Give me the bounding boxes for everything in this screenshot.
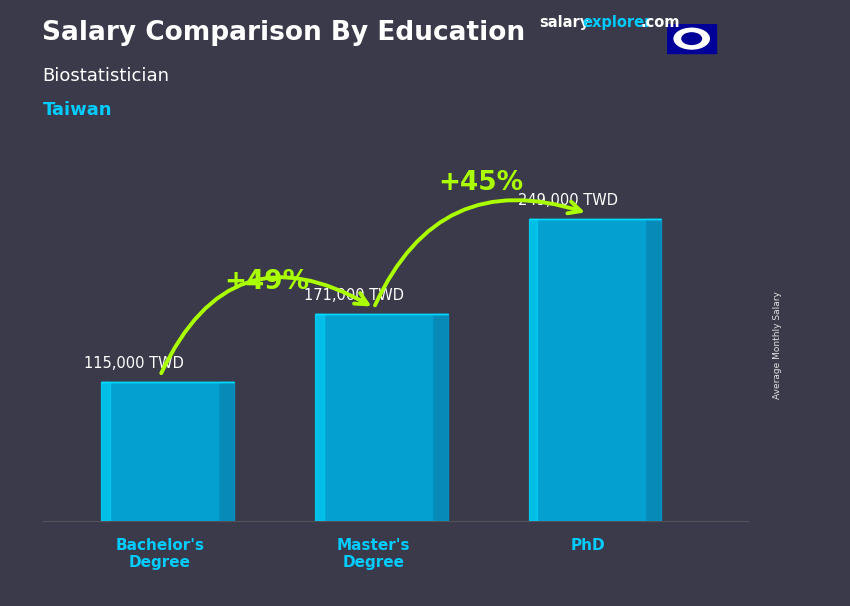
- Polygon shape: [647, 219, 661, 521]
- FancyBboxPatch shape: [529, 219, 647, 521]
- Circle shape: [682, 33, 701, 44]
- Text: 171,000 TWD: 171,000 TWD: [304, 288, 405, 303]
- FancyBboxPatch shape: [101, 382, 218, 521]
- Polygon shape: [674, 37, 683, 40]
- Polygon shape: [315, 314, 324, 521]
- Text: 249,000 TWD: 249,000 TWD: [518, 193, 618, 208]
- Text: 115,000 TWD: 115,000 TWD: [84, 356, 184, 371]
- Polygon shape: [694, 30, 700, 35]
- Polygon shape: [677, 33, 685, 37]
- Circle shape: [674, 28, 709, 49]
- Polygon shape: [529, 219, 537, 521]
- Text: Average Monthly Salary: Average Monthly Salary: [774, 291, 782, 399]
- Text: .com: .com: [640, 15, 679, 30]
- Text: +45%: +45%: [439, 170, 524, 196]
- Polygon shape: [699, 33, 707, 37]
- Bar: [667, 24, 716, 53]
- Text: explorer: explorer: [582, 15, 652, 30]
- Text: Taiwan: Taiwan: [42, 101, 112, 119]
- Text: +49%: +49%: [224, 270, 309, 295]
- Text: salary: salary: [540, 15, 590, 30]
- Polygon shape: [683, 42, 689, 48]
- Polygon shape: [699, 40, 707, 44]
- Polygon shape: [694, 42, 700, 48]
- Text: Salary Comparison By Education: Salary Comparison By Education: [42, 21, 525, 46]
- Polygon shape: [701, 37, 709, 40]
- Polygon shape: [218, 382, 234, 521]
- FancyBboxPatch shape: [315, 314, 433, 521]
- Polygon shape: [689, 28, 694, 33]
- Polygon shape: [689, 44, 694, 49]
- Polygon shape: [683, 30, 689, 35]
- Text: Biostatistician: Biostatistician: [42, 67, 169, 85]
- Polygon shape: [101, 382, 110, 521]
- Polygon shape: [433, 314, 448, 521]
- Polygon shape: [677, 40, 685, 44]
